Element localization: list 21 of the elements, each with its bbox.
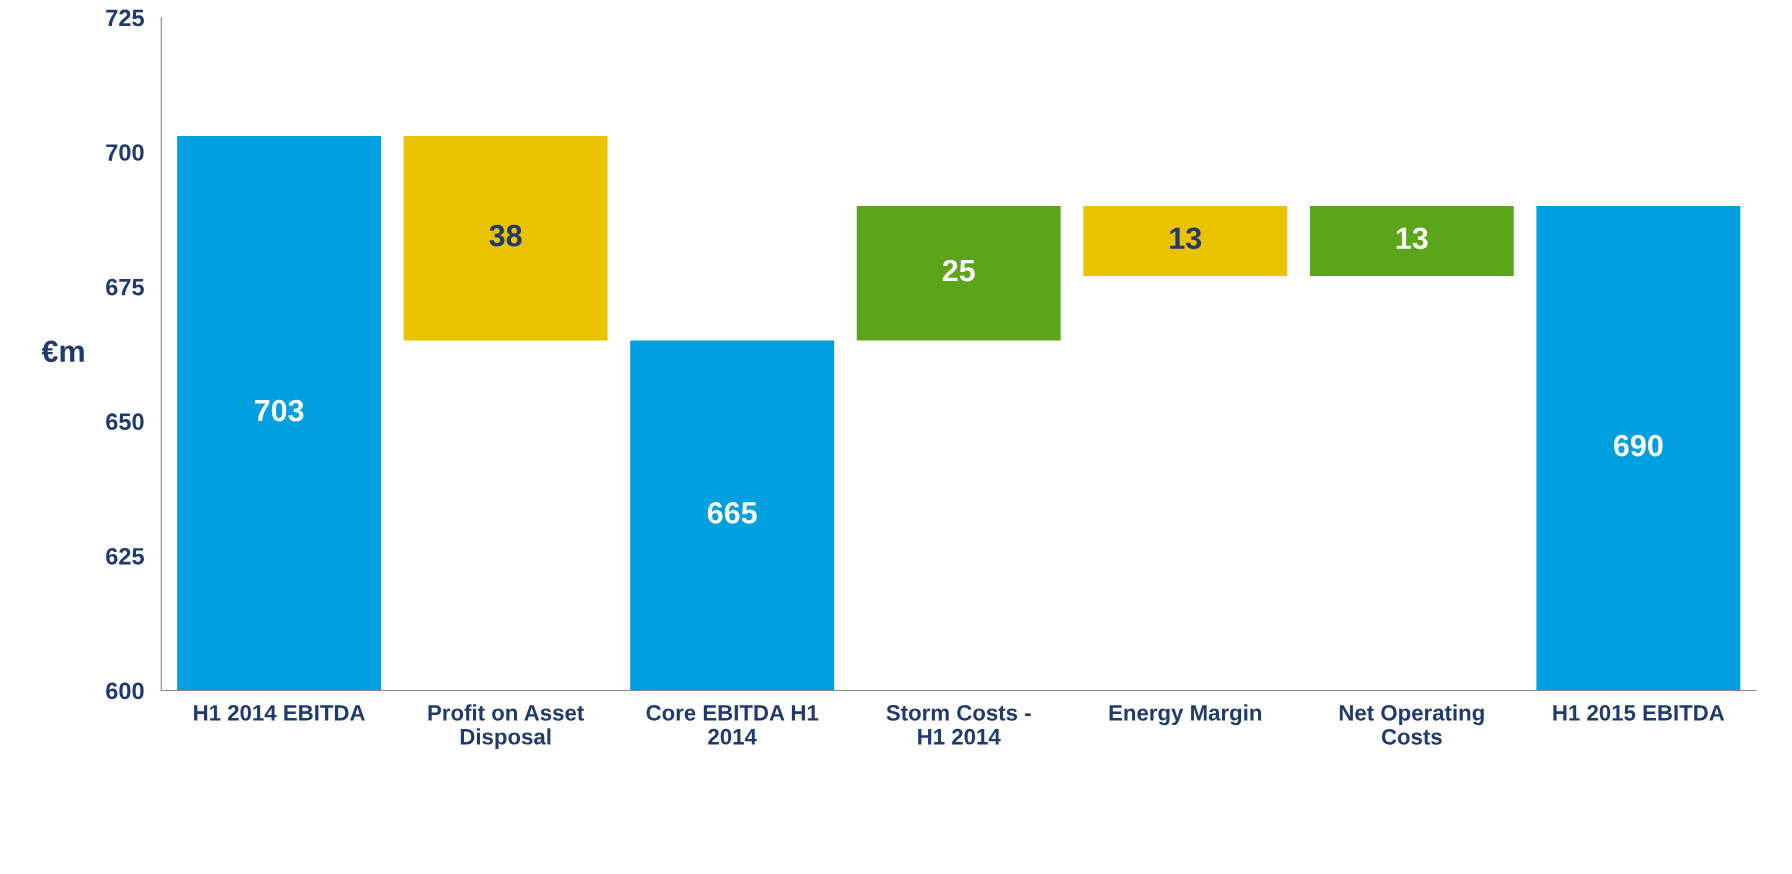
data-label: 13 — [1170, 227, 1202, 250]
y-tick-label: 725 — [106, 9, 144, 27]
x-tick-label: Net Operating Costs — [1339, 704, 1484, 745]
x-tick-label: H1 2014 EBITDA — [194, 704, 365, 721]
data-label: 38 — [489, 224, 522, 247]
x-tick-label: H1 2015 EBITDA — [1553, 704, 1725, 721]
y-tick-label: 700 — [106, 144, 144, 161]
y-tick-label: 600 — [106, 682, 144, 700]
x-tick-label: Core EBITDA H1 2014 — [646, 704, 819, 745]
x-tick-label: Profit on Asset Disposal — [428, 704, 584, 749]
data-label: 665 — [707, 502, 757, 524]
y-tick-label: 650 — [106, 413, 144, 431]
x-tick-label: Energy Margin — [1109, 704, 1262, 726]
y-tick-label: 675 — [106, 278, 144, 296]
y-tick-label: 625 — [106, 547, 144, 565]
x-tick-label: Storm Costs - H1 2014 — [886, 704, 1031, 745]
data-label: 690 — [1613, 434, 1663, 457]
y-axis-title: €m — [41, 340, 84, 363]
data-label: 25 — [942, 259, 975, 282]
data-label: 13 — [1396, 227, 1428, 250]
data-label: 703 — [254, 399, 304, 422]
